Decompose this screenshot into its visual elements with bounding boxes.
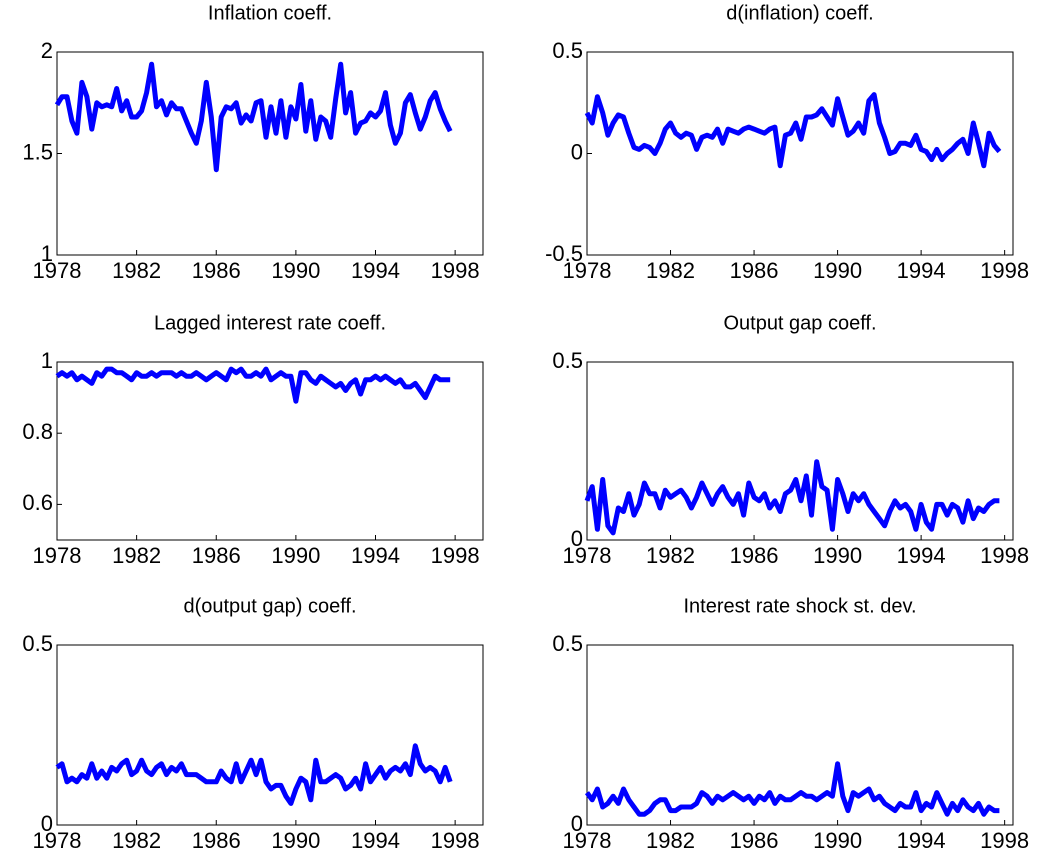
- chart-title: Output gap coeff.: [723, 312, 876, 334]
- x-tick-label: 1986: [192, 543, 241, 568]
- y-tick-label: 1.5: [22, 139, 53, 164]
- y-tick-label: 1: [41, 348, 53, 373]
- chart-title: Lagged interest rate coeff.: [154, 312, 386, 334]
- x-tick-label: 1978: [563, 258, 612, 283]
- x-tick-label: 1986: [730, 258, 779, 283]
- x-tick-label: 1994: [351, 258, 400, 283]
- axes-box: [56, 644, 484, 826]
- x-tick-label: 1994: [351, 828, 400, 853]
- x-tick-label: 1982: [112, 258, 161, 283]
- x-tick-label: 1990: [271, 258, 320, 283]
- x-tick-label: 1990: [813, 543, 862, 568]
- y-tick-label: 0: [571, 811, 583, 836]
- x-tick-label: 1986: [730, 828, 779, 853]
- x-tick-label: 1990: [813, 828, 862, 853]
- x-tick-label: 1986: [730, 543, 779, 568]
- series-line: [55, 743, 453, 806]
- axes-box: [586, 644, 1014, 826]
- y-tick-label: 2: [41, 38, 53, 63]
- x-tick-label: 1978: [563, 828, 612, 853]
- y-tick-label: 0.6: [22, 490, 53, 515]
- x-tick-label: 1994: [351, 543, 400, 568]
- x-tick-label: 1998: [980, 828, 1029, 853]
- y-tick-label: 0.5: [552, 631, 583, 656]
- y-tick-label: 1: [41, 241, 53, 266]
- axes-box: [56, 51, 484, 256]
- x-tick-label: 1982: [646, 828, 695, 853]
- chart-title: Interest rate shock st. dev.: [683, 595, 916, 617]
- x-tick-label: 1978: [33, 828, 82, 853]
- x-tick-label: 1998: [431, 828, 480, 853]
- series-line: [584, 459, 1000, 536]
- x-tick-label: 1982: [112, 543, 161, 568]
- y-tick-label: 0: [571, 139, 583, 164]
- x-tick-label: 1978: [33, 543, 82, 568]
- x-tick-label: 1990: [271, 543, 320, 568]
- x-tick-label: 1978: [33, 258, 82, 283]
- x-tick-label: 1982: [646, 543, 695, 568]
- x-tick-label: 1982: [112, 828, 161, 853]
- x-tick-label: 1986: [192, 258, 241, 283]
- x-tick-label: 1998: [980, 543, 1029, 568]
- chart-title: d(output gap) coeff.: [183, 595, 356, 617]
- y-tick-label: 0.5: [22, 631, 53, 656]
- axes-box: [586, 361, 1014, 541]
- x-tick-label: 1982: [646, 258, 695, 283]
- x-tick-label: 1998: [980, 258, 1029, 283]
- chart-title: Inflation coeff.: [208, 2, 332, 24]
- x-tick-label: 1986: [192, 828, 241, 853]
- series-line: [584, 761, 1000, 817]
- x-tick-label: 1978: [563, 543, 612, 568]
- y-tick-label: -0.5: [545, 241, 583, 266]
- series-line: [54, 61, 453, 173]
- chart-title: d(inflation) coeff.: [726, 2, 874, 24]
- x-tick-label: 1998: [431, 543, 480, 568]
- axes-box: [56, 361, 484, 541]
- y-tick-label: 0.5: [552, 348, 583, 373]
- series-line: [584, 92, 1002, 169]
- x-tick-label: 1998: [431, 258, 480, 283]
- y-tick-label: 0: [571, 526, 583, 551]
- y-tick-label: 0: [41, 811, 53, 836]
- series-line: [55, 366, 451, 404]
- x-tick-label: 1990: [813, 258, 862, 283]
- y-tick-label: 0.5: [552, 38, 583, 63]
- x-tick-label: 1994: [897, 258, 946, 283]
- x-tick-label: 1994: [897, 543, 946, 568]
- x-tick-label: 1994: [897, 828, 946, 853]
- y-tick-label: 0.8: [22, 419, 53, 444]
- x-tick-label: 1990: [271, 828, 320, 853]
